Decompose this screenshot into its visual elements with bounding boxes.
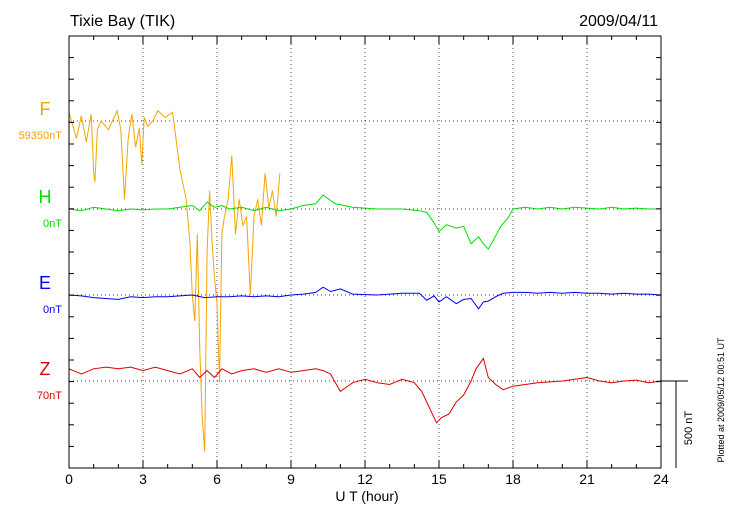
series-name-h: H xyxy=(39,187,52,207)
plot-timestamp: Plotted at 2009/05/12 00:51 UT xyxy=(716,337,726,463)
x-axis-label: U T (hour) xyxy=(335,488,398,504)
series-baseline-h: 0nT xyxy=(43,218,62,230)
station-title: Tixie Bay (TIK) xyxy=(70,13,175,30)
series-line-f xyxy=(68,108,281,452)
plot-area xyxy=(68,108,662,452)
series-name-z: Z xyxy=(40,359,51,379)
scale-bar: 500 nT xyxy=(661,380,695,468)
x-ticks: 0 3 6 9 12 15 18 21 24 xyxy=(65,35,669,487)
x-tick-label: 12 xyxy=(357,471,373,487)
series-line-z xyxy=(68,357,662,424)
series-name-f: F xyxy=(40,99,51,119)
x-tick-label: 15 xyxy=(431,471,447,487)
series-baseline-f: 59350nT xyxy=(19,130,63,142)
x-tick-label: 18 xyxy=(505,471,521,487)
series-baseline-e: 0nT xyxy=(43,304,62,316)
series-line-h xyxy=(68,194,661,250)
date-label: 2009/04/11 xyxy=(579,13,658,30)
x-tick-label: 21 xyxy=(579,471,595,487)
series-labels: F 59350nT H 0nT E 0nT Z 70nT xyxy=(19,99,63,402)
series-baseline-z: 70nT xyxy=(37,390,62,402)
x-tick-label: 0 xyxy=(65,471,73,487)
x-tick-label: 3 xyxy=(139,471,147,487)
x-tick-label: 9 xyxy=(287,471,295,487)
series-line-e xyxy=(68,286,662,310)
x-tick-label: 24 xyxy=(653,471,669,487)
grid xyxy=(69,36,661,468)
scale-bar-label: 500 nT xyxy=(683,411,695,446)
x-tick-label: 6 xyxy=(213,471,221,487)
series-name-e: E xyxy=(39,273,51,293)
